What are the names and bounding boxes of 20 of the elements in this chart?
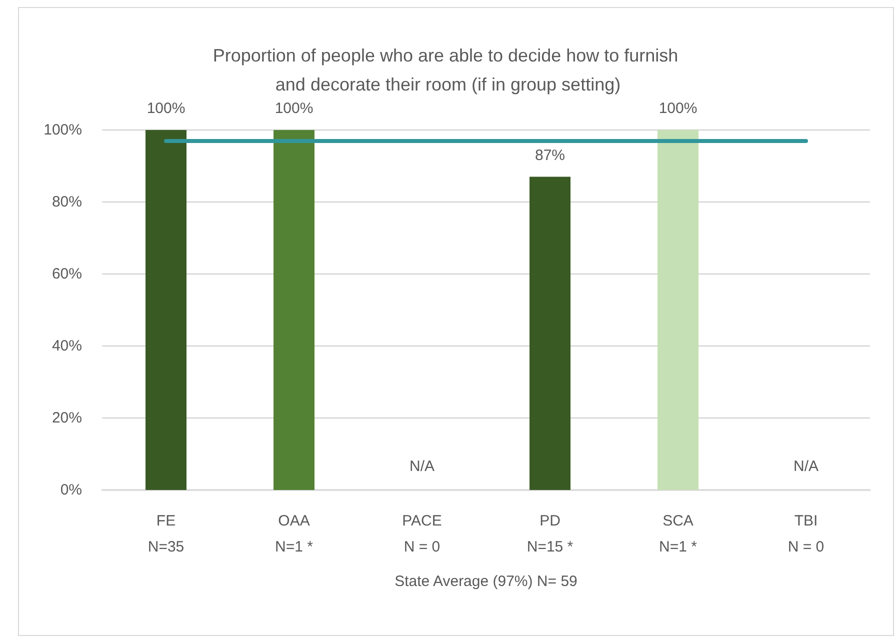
x-tick-label: PACE N = 0 [402,512,442,556]
x-tick-label: SCA N=1 * [659,512,698,556]
y-tick-label: 40% [52,338,82,354]
x-tick-label: TBI N = 0 [788,512,824,556]
chart-title: Proportion of people who are able to decide how to furnish and decorate their room (if in group setting) [212,46,684,94]
y-tick-label: 100% [44,122,82,138]
x-axis-title: State Average (97%) N= 59 [394,573,578,590]
data-label: 100% [658,100,698,117]
data-label: 87% [534,146,566,164]
text: N/A [409,458,435,475]
data-label: 100% [274,100,314,117]
x-tick-label: FE N=35 [148,512,184,556]
y-tick-label: 60% [52,266,82,282]
x-tick-label: OAA N=1 * [275,512,314,556]
data-label: 100% [146,100,186,117]
text: N/A [793,458,819,475]
y-tick-label: 80% [52,194,82,210]
y-tick-label: 20% [52,410,82,426]
x-tick-label: PD N=15 * [526,512,574,556]
y-tick-label: 0% [60,482,82,498]
